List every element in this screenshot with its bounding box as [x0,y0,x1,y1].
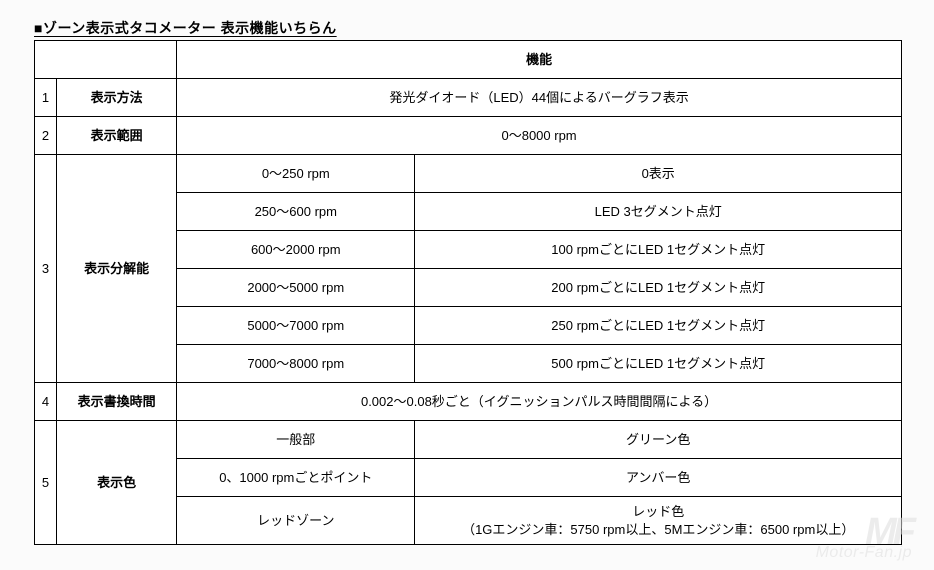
row-number: 1 [35,79,57,117]
row-value: グリーン色 [415,421,902,459]
row-sub: 250～600 rpm [177,193,415,231]
page-title: ■ゾーン表示式タコメーター 表示機能いちらん [34,18,900,38]
row-value: 500 rpmごとにLED 1セグメント点灯 [415,345,902,383]
header-empty [35,41,177,79]
row-sub: 7000～8000 rpm [177,345,415,383]
row-value: LED 3セグメント点灯 [415,193,902,231]
row-sub: 5000～7000 rpm [177,307,415,345]
row-number: 4 [35,383,57,421]
row-label: 表示分解能 [57,155,177,383]
row-label: 表示範囲 [57,117,177,155]
row-label: 表示色 [57,421,177,545]
row-value: 200 rpmごとにLED 1セグメント点灯 [415,269,902,307]
row-label: 表示書換時間 [57,383,177,421]
row-sub: 600～2000 rpm [177,231,415,269]
row-sub: 2000～5000 rpm [177,269,415,307]
row-value: 0表示 [415,155,902,193]
table-row: 5 表示色 一般部 グリーン色 [35,421,902,459]
table-row: 4 表示書換時間 0.002～0.08秒ごと（イグニッションパルス時間間隔による… [35,383,902,421]
spec-table: 機能 1 表示方法 発光ダイオード（LED）44個によるバーグラフ表示 2 表示… [34,40,902,545]
row-value: レッド色（1Gエンジン車：5750 rpm以上、5Mエンジン車：6500 rpm… [415,497,902,545]
row-value: 発光ダイオード（LED）44個によるバーグラフ表示 [177,79,902,117]
table-row: 3 表示分解能 0～250 rpm 0表示 [35,155,902,193]
row-value: 250 rpmごとにLED 1セグメント点灯 [415,307,902,345]
row-sub: レッドゾーン [177,497,415,545]
table-row: 1 表示方法 発光ダイオード（LED）44個によるバーグラフ表示 [35,79,902,117]
header-function: 機能 [177,41,902,79]
row-number: 5 [35,421,57,545]
table-row: 2 表示範囲 0～8000 rpm [35,117,902,155]
row-label: 表示方法 [57,79,177,117]
row-number: 3 [35,155,57,383]
row-number: 2 [35,117,57,155]
row-sub: 一般部 [177,421,415,459]
row-sub: 0、1000 rpmごとポイント [177,459,415,497]
row-sub: 0～250 rpm [177,155,415,193]
table-header-row: 機能 [35,41,902,79]
row-value: 100 rpmごとにLED 1セグメント点灯 [415,231,902,269]
watermark-text: Motor-Fan.jp [816,544,912,562]
row-value: 0～8000 rpm [177,117,902,155]
row-value: アンバー色 [415,459,902,497]
row-value: 0.002～0.08秒ごと（イグニッションパルス時間間隔による） [177,383,902,421]
